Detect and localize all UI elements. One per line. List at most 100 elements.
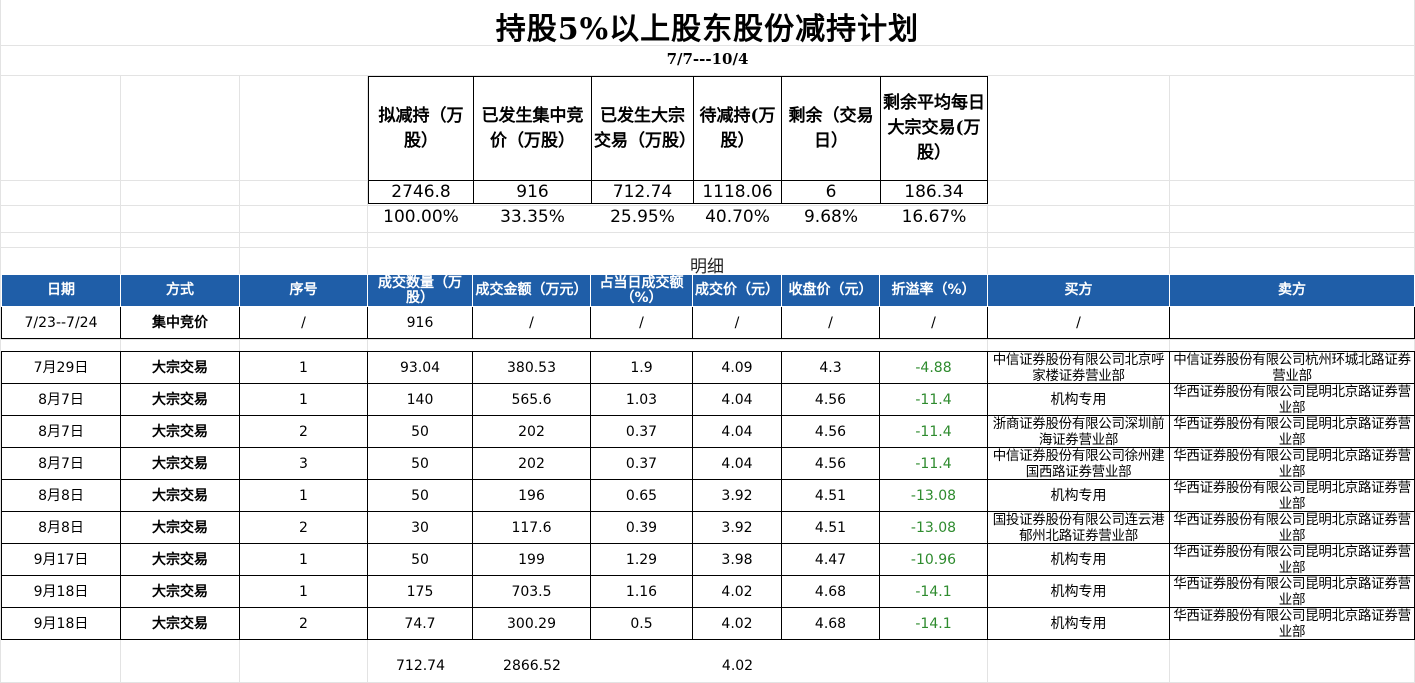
table-cell[interactable]: 0.65 bbox=[590, 479, 693, 512]
auction-cell[interactable]: / bbox=[239, 306, 368, 339]
table-cell[interactable]: 机构专用 bbox=[987, 575, 1170, 608]
table-cell[interactable]: 7月29日 bbox=[1, 351, 121, 384]
auction-cell[interactable]: 集中竞价 bbox=[120, 306, 240, 339]
table-cell[interactable]: 4.04 bbox=[692, 415, 782, 448]
table-cell[interactable]: 300.29 bbox=[472, 607, 591, 640]
table-cell[interactable]: 机构专用 bbox=[987, 479, 1170, 512]
table-cell[interactable]: 202 bbox=[472, 415, 591, 448]
table-cell[interactable]: 4.02 bbox=[692, 575, 782, 608]
table-cell[interactable]: 1 bbox=[239, 383, 368, 416]
table-cell[interactable]: 1.16 bbox=[590, 575, 693, 608]
table-cell[interactable]: 大宗交易 bbox=[120, 383, 240, 416]
table-cell[interactable]: 4.04 bbox=[692, 447, 782, 480]
summary-value[interactable]: 712.74 bbox=[591, 180, 694, 204]
table-cell[interactable]: 2 bbox=[239, 415, 368, 448]
table-cell[interactable]: 4.56 bbox=[781, 383, 880, 416]
table-cell[interactable]: 华西证券股份有限公司昆明北京路证券营业部 bbox=[1169, 607, 1415, 640]
table-cell[interactable]: 196 bbox=[472, 479, 591, 512]
table-cell[interactable]: 8月7日 bbox=[1, 447, 121, 480]
table-cell[interactable]: 3.92 bbox=[692, 511, 782, 544]
table-cell[interactable]: 华西证券股份有限公司昆明北京路证券营业部 bbox=[1169, 575, 1415, 608]
table-cell[interactable]: 0.5 bbox=[590, 607, 693, 640]
table-cell[interactable]: 大宗交易 bbox=[120, 351, 240, 384]
summary-percent[interactable]: 16.67% bbox=[901, 207, 967, 227]
total-quantity[interactable]: 712.74 bbox=[396, 658, 445, 674]
summary-percent[interactable]: 9.68% bbox=[803, 207, 858, 227]
table-cell[interactable]: 199 bbox=[472, 543, 591, 576]
table-cell[interactable]: 华西证券股份有限公司昆明北京路证券营业部 bbox=[1169, 543, 1415, 576]
auction-cell[interactable]: / bbox=[472, 306, 591, 339]
table-cell[interactable]: 1 bbox=[239, 543, 368, 576]
auction-cell[interactable]: / bbox=[692, 306, 782, 339]
table-cell[interactable]: 4.51 bbox=[781, 479, 880, 512]
total-price[interactable]: 4.02 bbox=[721, 658, 754, 674]
table-cell[interactable]: 4.51 bbox=[781, 511, 880, 544]
table-cell[interactable]: 175 bbox=[367, 575, 473, 608]
table-cell[interactable]: -11.4 bbox=[879, 415, 988, 448]
table-cell[interactable]: 4.3 bbox=[781, 351, 880, 384]
summary-value[interactable]: 186.34 bbox=[880, 180, 988, 204]
table-cell[interactable]: -13.08 bbox=[879, 479, 988, 512]
table-cell[interactable]: 华西证券股份有限公司昆明北京路证券营业部 bbox=[1169, 479, 1415, 512]
table-cell[interactable]: 大宗交易 bbox=[120, 543, 240, 576]
table-cell[interactable]: 4.02 bbox=[692, 607, 782, 640]
table-cell[interactable]: 2 bbox=[239, 511, 368, 544]
summary-value[interactable]: 6 bbox=[781, 180, 881, 204]
table-cell[interactable]: 机构专用 bbox=[987, 383, 1170, 416]
table-cell[interactable]: 中信证券股份有限公司徐州建国西路证券营业部 bbox=[987, 447, 1170, 480]
table-cell[interactable]: 4.47 bbox=[781, 543, 880, 576]
table-cell[interactable]: 8月8日 bbox=[1, 479, 121, 512]
table-cell[interactable]: 4.56 bbox=[781, 415, 880, 448]
table-cell[interactable]: 1.29 bbox=[590, 543, 693, 576]
auction-cell[interactable]: 7/23--7/24 bbox=[1, 306, 121, 339]
table-cell[interactable]: 华西证券股份有限公司昆明北京路证券营业部 bbox=[1169, 383, 1415, 416]
table-cell[interactable]: -10.96 bbox=[879, 543, 988, 576]
auction-cell[interactable]: 916 bbox=[367, 306, 473, 339]
table-cell[interactable]: 202 bbox=[472, 447, 591, 480]
summary-percent[interactable]: 100.00% bbox=[383, 207, 459, 227]
table-cell[interactable]: -11.4 bbox=[879, 383, 988, 416]
table-cell[interactable]: 1.03 bbox=[590, 383, 693, 416]
table-cell[interactable]: 大宗交易 bbox=[120, 607, 240, 640]
table-cell[interactable]: -14.1 bbox=[879, 575, 988, 608]
summary-value[interactable]: 1118.06 bbox=[693, 180, 782, 204]
table-cell[interactable]: 9月17日 bbox=[1, 543, 121, 576]
auction-cell[interactable]: / bbox=[590, 306, 693, 339]
table-cell[interactable]: 117.6 bbox=[472, 511, 591, 544]
summary-percent[interactable]: 25.95% bbox=[610, 207, 675, 227]
table-cell[interactable]: 1 bbox=[239, 479, 368, 512]
table-cell[interactable]: -14.1 bbox=[879, 607, 988, 640]
summary-percent[interactable]: 33.35% bbox=[500, 207, 565, 227]
table-cell[interactable]: 1 bbox=[239, 575, 368, 608]
table-cell[interactable]: 2 bbox=[239, 607, 368, 640]
table-cell[interactable]: 4.04 bbox=[692, 383, 782, 416]
auction-cell[interactable]: / bbox=[987, 306, 1170, 339]
table-cell[interactable]: 30 bbox=[367, 511, 473, 544]
auction-cell[interactable]: / bbox=[781, 306, 880, 339]
table-cell[interactable]: 大宗交易 bbox=[120, 479, 240, 512]
table-cell[interactable]: 8月7日 bbox=[1, 415, 121, 448]
auction-cell[interactable] bbox=[1169, 306, 1415, 339]
table-cell[interactable]: 华西证券股份有限公司昆明北京路证券营业部 bbox=[1169, 447, 1415, 480]
table-cell[interactable]: 140 bbox=[367, 383, 473, 416]
table-cell[interactable]: 0.37 bbox=[590, 447, 693, 480]
table-cell[interactable]: 50 bbox=[367, 479, 473, 512]
table-cell[interactable]: 9月18日 bbox=[1, 607, 121, 640]
auction-cell[interactable]: / bbox=[879, 306, 988, 339]
table-cell[interactable]: 4.68 bbox=[781, 575, 880, 608]
table-cell[interactable]: 4.09 bbox=[692, 351, 782, 384]
table-cell[interactable]: 华西证券股份有限公司昆明北京路证券营业部 bbox=[1169, 415, 1415, 448]
table-cell[interactable]: 50 bbox=[367, 415, 473, 448]
table-cell[interactable]: 380.53 bbox=[472, 351, 591, 384]
table-cell[interactable]: 华西证券股份有限公司昆明北京路证券营业部 bbox=[1169, 511, 1415, 544]
table-cell[interactable]: 50 bbox=[367, 543, 473, 576]
table-cell[interactable]: -13.08 bbox=[879, 511, 988, 544]
table-cell[interactable]: 9月18日 bbox=[1, 575, 121, 608]
table-cell[interactable]: 1 bbox=[239, 351, 368, 384]
table-cell[interactable]: 3 bbox=[239, 447, 368, 480]
table-cell[interactable]: 703.5 bbox=[472, 575, 591, 608]
table-cell[interactable]: 大宗交易 bbox=[120, 415, 240, 448]
table-cell[interactable]: 大宗交易 bbox=[120, 575, 240, 608]
table-cell[interactable]: 4.68 bbox=[781, 607, 880, 640]
table-cell[interactable]: -11.4 bbox=[879, 447, 988, 480]
